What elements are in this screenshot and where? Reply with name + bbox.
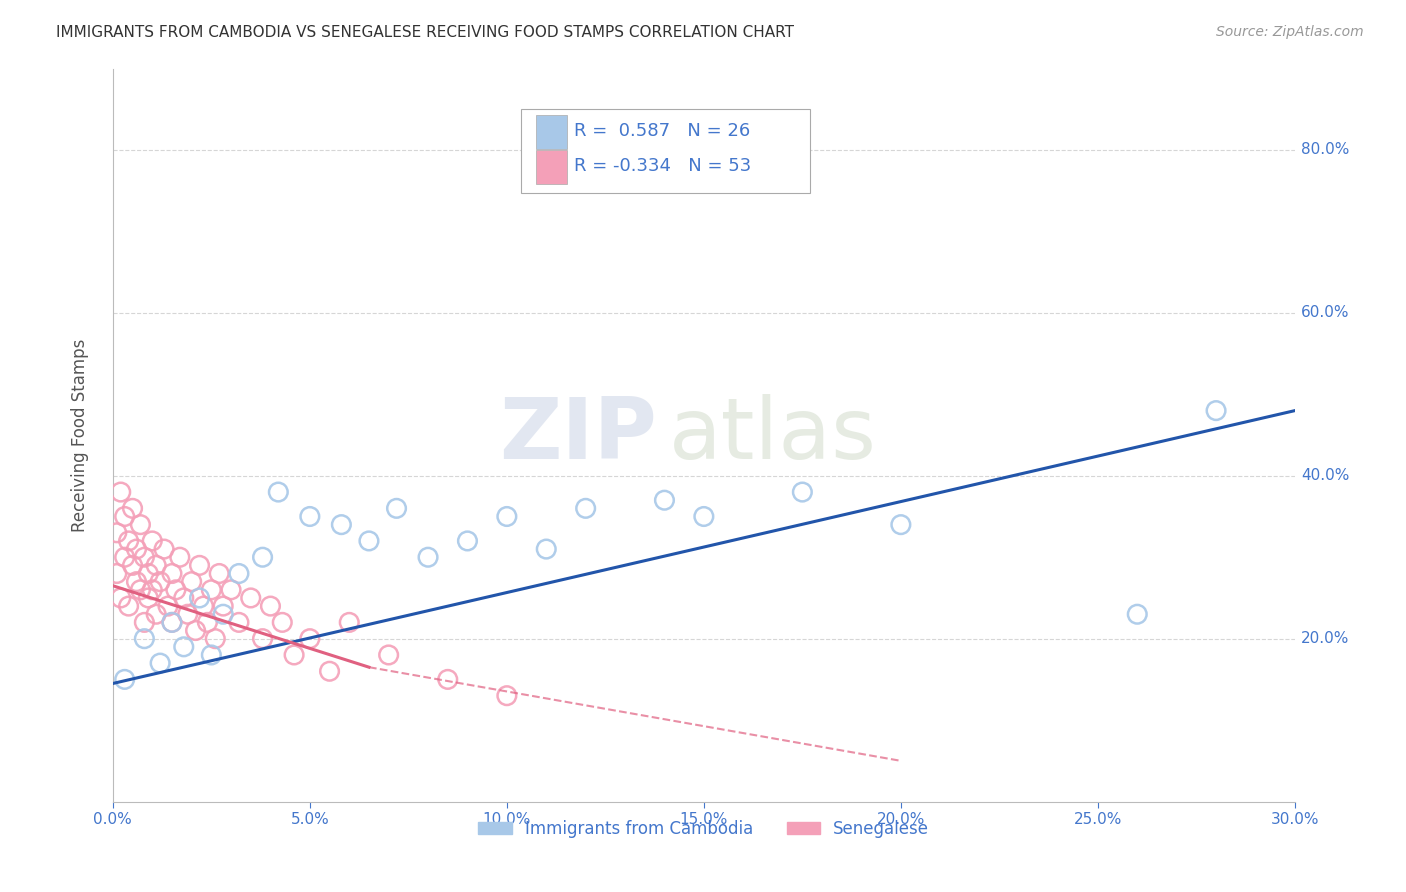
Text: atlas: atlas (668, 393, 876, 476)
Point (169, 550, 191, 565)
Text: Source: ZipAtlas.com: Source: ZipAtlas.com (1216, 25, 1364, 39)
Point (377, 648, 399, 662)
Point (105, 566, 128, 581)
Point (228, 566, 250, 581)
Point (114, 509, 136, 524)
Point (890, 517, 912, 532)
Point (1126, 607, 1149, 622)
Text: 80.0%: 80.0% (1301, 143, 1350, 158)
Point (212, 599, 235, 613)
Point (495, 689, 517, 703)
Point (134, 632, 156, 646)
Point (575, 501, 598, 516)
Point (495, 509, 517, 524)
FancyBboxPatch shape (520, 109, 810, 194)
Point (536, 542, 558, 557)
Point (693, 509, 716, 524)
Text: 60.0%: 60.0% (1301, 305, 1350, 320)
Point (129, 517, 152, 532)
Point (416, 550, 439, 565)
Text: IMMIGRANTS FROM CAMBODIA VS SENEGALESE RECEIVING FOOD STAMPS CORRELATION CHART: IMMIGRANTS FROM CAMBODIA VS SENEGALESE R… (56, 25, 794, 40)
Point (1205, 403, 1227, 417)
Point (117, 599, 139, 613)
Point (318, 665, 340, 679)
FancyBboxPatch shape (536, 150, 567, 184)
Point (121, 558, 143, 573)
Point (188, 591, 211, 605)
Point (239, 591, 262, 605)
Point (792, 485, 814, 500)
Point (173, 591, 195, 605)
Point (654, 493, 676, 508)
Point (200, 582, 222, 597)
Point (188, 558, 211, 573)
Point (160, 615, 183, 630)
Point (149, 574, 172, 589)
FancyBboxPatch shape (536, 115, 567, 149)
Point (141, 582, 163, 597)
Point (208, 566, 231, 581)
Y-axis label: Receiving Food Stamps: Receiving Food Stamps (72, 338, 89, 532)
Point (129, 582, 152, 597)
Point (252, 632, 274, 646)
Point (125, 542, 148, 557)
Point (105, 525, 128, 540)
Point (117, 533, 139, 548)
Point (145, 607, 167, 622)
Point (134, 615, 156, 630)
Point (125, 574, 148, 589)
Point (204, 632, 226, 646)
Text: R =  0.587   N = 26: R = 0.587 N = 26 (574, 122, 749, 140)
Point (149, 656, 172, 670)
Point (184, 624, 207, 638)
Point (337, 615, 360, 630)
Point (153, 542, 176, 557)
Point (200, 648, 222, 662)
Point (156, 599, 179, 613)
Point (330, 517, 353, 532)
Point (173, 640, 195, 654)
Point (193, 599, 215, 613)
Point (114, 673, 136, 687)
Point (357, 533, 380, 548)
Point (180, 574, 202, 589)
Point (134, 550, 156, 565)
Point (267, 485, 290, 500)
Point (298, 632, 321, 646)
Point (298, 509, 321, 524)
Text: R = -0.334   N = 53: R = -0.334 N = 53 (574, 157, 751, 175)
Point (114, 550, 136, 565)
Point (121, 501, 143, 516)
Point (385, 501, 408, 516)
Point (110, 485, 132, 500)
Point (145, 558, 167, 573)
Point (136, 566, 159, 581)
Point (219, 582, 242, 597)
Text: 20.0%: 20.0% (1301, 632, 1350, 646)
Point (252, 550, 274, 565)
Point (141, 533, 163, 548)
Point (110, 591, 132, 605)
Point (228, 615, 250, 630)
Point (436, 673, 458, 687)
Point (160, 566, 183, 581)
Text: ZIP: ZIP (499, 393, 657, 476)
Legend: Immigrants from Cambodia, Senegalese: Immigrants from Cambodia, Senegalese (472, 814, 936, 845)
Point (456, 533, 478, 548)
Point (136, 591, 159, 605)
Point (271, 615, 294, 630)
Point (160, 615, 183, 630)
Point (259, 599, 281, 613)
Point (177, 607, 200, 622)
Point (165, 582, 187, 597)
Point (197, 615, 219, 630)
Point (212, 607, 235, 622)
Text: 40.0%: 40.0% (1301, 468, 1350, 483)
Point (283, 648, 305, 662)
